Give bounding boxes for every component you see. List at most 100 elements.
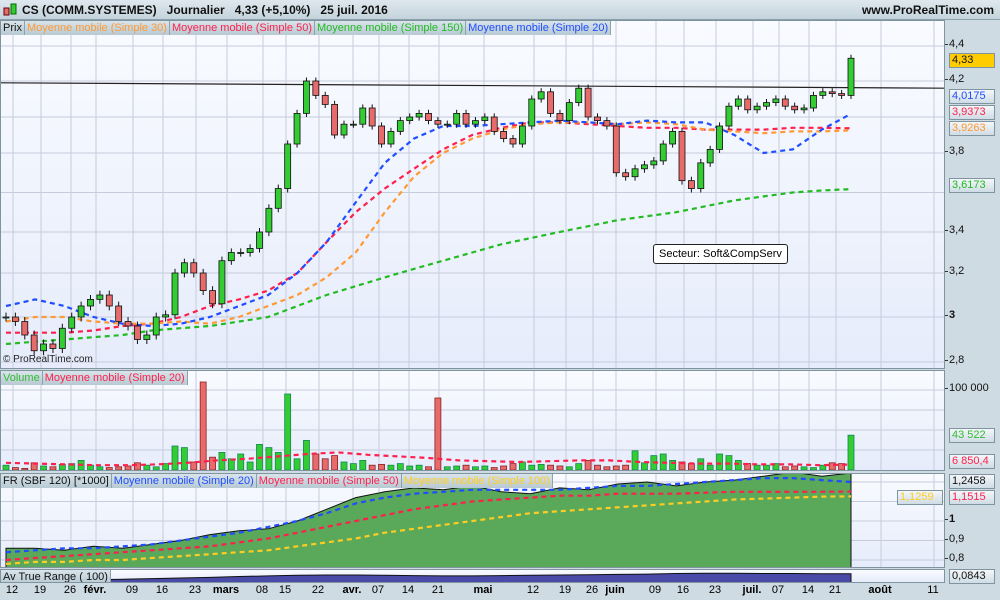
volume-bar (21, 468, 29, 470)
ma150-line (5, 188, 852, 346)
candle (349, 123, 357, 126)
candle (575, 87, 583, 103)
value-label: 0,0843 (949, 569, 995, 584)
legend-item[interactable]: Moyenne mobile (Simple 20) (111, 474, 257, 488)
resistance-line (1, 82, 944, 89)
candle (500, 131, 508, 140)
candle (425, 113, 432, 122)
volume-bar (612, 465, 620, 470)
candle (472, 120, 479, 125)
volume-bar (171, 445, 179, 470)
legend-item[interactable]: Moyenne mobile (Simple 150) (314, 21, 467, 35)
price-legend: Prix Moyenne mobile (Simple 30) Moyenne mo… (1, 21, 612, 35)
candle (716, 125, 723, 150)
candle (641, 164, 648, 170)
volume-bar (828, 462, 836, 470)
volume-bar (396, 463, 404, 470)
candle (152, 316, 160, 336)
candle (303, 80, 310, 114)
ma30-line (5, 121, 852, 325)
candle (650, 160, 658, 166)
date-tick: avr. (342, 584, 362, 596)
legend-item[interactable]: FR (SBF 120) [*1000] (1, 474, 112, 488)
legend-item[interactable]: Av True Range ( 100) (1, 570, 111, 582)
site-link[interactable]: www.ProRealTime.com (861, 3, 994, 17)
volume-bar (49, 466, 57, 470)
candle (547, 91, 554, 114)
value-label: 43 522 (949, 428, 995, 443)
date-axis: 12 19 26 févr. 09 16 23 mars 08 15 22 avr. 07 14 21 mai… (0, 582, 945, 600)
value-label: 6 850,4 (949, 454, 995, 469)
volume-bar (312, 453, 320, 470)
candle (772, 98, 780, 103)
value-label: 1,1515 (949, 490, 995, 505)
price-panel[interactable]: Prix Moyenne mobile (Simple 30) Moyenne mo… (0, 20, 945, 369)
volume-bar (500, 465, 508, 470)
candle (284, 143, 292, 189)
volume-axis: 100 000 43 522 6 850,4 (945, 370, 1000, 471)
volume-bar (96, 466, 104, 470)
price-tick: 4,4 (944, 38, 965, 50)
atr-panel[interactable]: Av True Range ( 100) (0, 569, 945, 583)
candle (293, 113, 301, 145)
volume-bar (359, 460, 367, 470)
volume-bar (265, 447, 273, 470)
candle (706, 148, 714, 164)
volume-bar (124, 465, 132, 470)
candle (847, 57, 855, 96)
candle (190, 262, 198, 274)
instrument-title: CS (COMM.SYSTEMES) Journalier 4,33 (+5,1… (22, 3, 388, 17)
legend-item[interactable]: Moyenne mobile (Simple 100) (401, 474, 553, 488)
fr-legend: FR (SBF 120) [*1000] Moyenne mobile (Simp… (1, 474, 553, 488)
volume-bar (246, 461, 254, 470)
candle (659, 143, 667, 162)
candle (781, 98, 789, 107)
date-tick: 16 (155, 584, 169, 596)
volume-bar (415, 464, 423, 470)
date-tick: 26 (585, 584, 599, 596)
candle (443, 123, 451, 126)
volume-bar (556, 465, 564, 470)
legend-item[interactable]: Volume (1, 371, 43, 385)
price-tick: 2,8 (944, 354, 965, 366)
volume-bar (631, 450, 639, 470)
candle (171, 272, 179, 316)
candle (180, 262, 188, 274)
value-label: 3,9263 (949, 121, 995, 136)
volume-chart[interactable] (1, 371, 945, 471)
legend-item[interactable]: Moyenne mobile (Simple 30) (24, 21, 170, 35)
volume-bar (331, 455, 339, 470)
fr-panel[interactable]: FR (SBF 120) [*1000] Moyenne mobile (Simp… (0, 473, 945, 568)
volume-bar (472, 466, 479, 470)
candle (838, 93, 846, 96)
legend-item[interactable]: Moyenne mobile (Simple 20) (466, 21, 612, 35)
legend-item[interactable]: Moyenne mobile (Simple 20) (42, 371, 188, 385)
candle (763, 102, 770, 107)
candle (331, 104, 339, 136)
candle (105, 294, 113, 307)
legend-item[interactable]: Moyenne mobile (Simple 50) (256, 474, 402, 488)
volume-bar (847, 434, 855, 470)
price-chart[interactable] (1, 21, 945, 369)
candle (115, 305, 123, 322)
volume-panel[interactable]: Volume Moyenne mobile (Simple 20) (0, 370, 945, 471)
candle (518, 125, 526, 145)
sector-label: Secteur: Soft&CompServ (653, 244, 788, 264)
fr-axis: 1 0,9 0,8 1,2458 1,1515 1,1259 (897, 473, 1000, 568)
legend-item[interactable]: Prix (1, 21, 25, 35)
candle (565, 102, 573, 121)
legend-item[interactable]: Moyenne mobile (Simple 50) (169, 21, 315, 35)
candle (697, 162, 705, 189)
candle (828, 91, 836, 95)
price-tick: 3,8 (944, 145, 965, 157)
fr-chart[interactable] (1, 474, 945, 568)
candle (162, 314, 170, 318)
volume-bar (237, 453, 245, 470)
volume-bar (134, 462, 141, 470)
candlestick-logo-icon (3, 3, 17, 16)
price-axis: 4,4 4,2 3,8 3,4 3,2 3 2,8 4,33 4,0175 3,9373 3,926… (944, 20, 1000, 369)
volume-bar (716, 453, 723, 470)
atr-chart[interactable] (1, 570, 945, 583)
price-tick: 3 (944, 309, 956, 321)
date-tick: 26 (63, 584, 77, 596)
